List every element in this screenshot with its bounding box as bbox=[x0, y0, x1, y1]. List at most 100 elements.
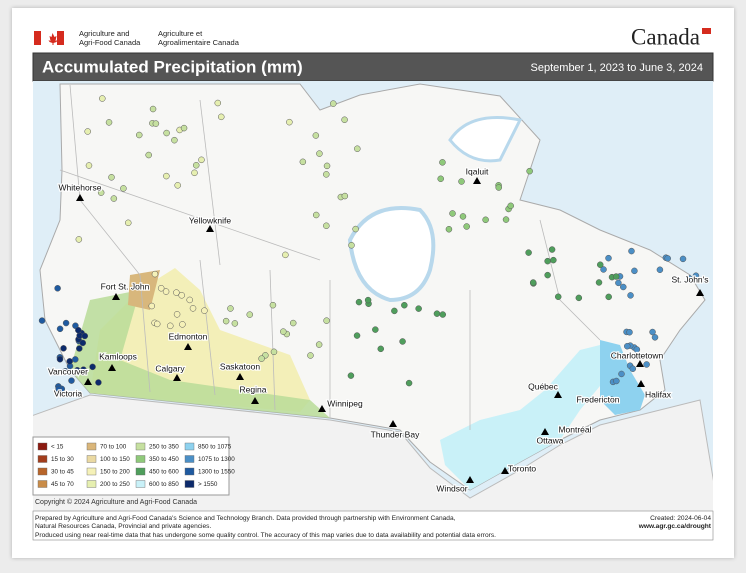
station-dot bbox=[162, 288, 170, 295]
station-dot bbox=[75, 236, 83, 243]
city-marker bbox=[173, 374, 181, 381]
station-dot bbox=[38, 317, 46, 324]
created-date: Created: 2024-06-04 bbox=[650, 515, 711, 522]
station-dot bbox=[151, 270, 159, 278]
station-dot bbox=[353, 332, 361, 339]
legend-label: 150 to 200 bbox=[100, 469, 130, 476]
dry-patch bbox=[128, 270, 160, 310]
city-label: Winnipeg bbox=[327, 398, 363, 408]
flag-bar bbox=[57, 31, 64, 45]
station-dot bbox=[56, 355, 64, 363]
legend-swatch bbox=[86, 442, 97, 451]
footer-box bbox=[32, 510, 714, 541]
station-dot bbox=[323, 162, 331, 170]
legend-label: 250 to 350 bbox=[149, 444, 179, 451]
station-dot bbox=[439, 311, 447, 318]
legend-label: 600 to 850 bbox=[149, 481, 179, 488]
legend-label: < 15 bbox=[51, 444, 64, 451]
legend-label: 450 to 600 bbox=[149, 469, 179, 476]
station-dot bbox=[153, 320, 161, 328]
legend-swatch bbox=[135, 467, 146, 476]
footer-line: Produced using near real-time data that … bbox=[35, 532, 496, 539]
station-dot bbox=[120, 185, 127, 192]
station-dot bbox=[105, 119, 113, 126]
legend-swatch bbox=[135, 480, 146, 488]
legend-swatch bbox=[135, 442, 146, 451]
station-dot bbox=[189, 305, 197, 312]
city-label: Kamloops bbox=[99, 351, 137, 361]
station-dot bbox=[679, 255, 687, 263]
city-label: Regina bbox=[240, 384, 267, 394]
city-label: Fredericton bbox=[577, 394, 620, 404]
station-dot bbox=[433, 310, 441, 317]
station-dot bbox=[173, 289, 180, 296]
station-dot bbox=[482, 216, 489, 224]
station-dot bbox=[463, 223, 470, 230]
station-dot bbox=[458, 178, 465, 185]
city-marker bbox=[501, 467, 509, 474]
city-label: Edmonton bbox=[169, 331, 208, 341]
station-dot bbox=[191, 169, 198, 177]
station-dot bbox=[62, 319, 70, 327]
station-dot bbox=[529, 279, 537, 286]
station-dot bbox=[613, 377, 620, 385]
station-dot bbox=[289, 319, 297, 327]
station-dot bbox=[312, 211, 320, 219]
legend: < 15 15 to 30 30 to 45 45 to 70 70 to 100 100… bbox=[32, 436, 235, 496]
station-dot bbox=[692, 272, 700, 279]
stations bbox=[38, 95, 700, 393]
station-dot bbox=[312, 132, 320, 139]
city-marker bbox=[473, 177, 481, 184]
map-period: September 1, 2023 to June 3, 2024 bbox=[531, 62, 703, 74]
legend-label: 100 to 150 bbox=[100, 456, 130, 463]
city-label: Iqaluit bbox=[466, 166, 489, 176]
station-dot bbox=[348, 242, 355, 249]
station-dot bbox=[399, 338, 406, 345]
station-dot bbox=[629, 365, 637, 372]
station-dot bbox=[605, 254, 612, 262]
station-dot bbox=[626, 328, 633, 336]
station-dot bbox=[125, 219, 132, 227]
legend-swatch bbox=[37, 467, 48, 476]
station-dot bbox=[110, 195, 118, 202]
station-dot bbox=[180, 124, 188, 132]
station-dot bbox=[341, 116, 348, 124]
station-dot bbox=[377, 345, 385, 353]
station-dot bbox=[148, 302, 156, 310]
legend-swatch bbox=[86, 480, 97, 488]
dept-fr: Agriculture et bbox=[158, 29, 203, 38]
station-dot bbox=[575, 294, 583, 302]
station-dot bbox=[627, 292, 634, 299]
legend-label: 200 to 250 bbox=[100, 481, 130, 488]
city-marker bbox=[554, 391, 562, 398]
station-dot bbox=[76, 345, 83, 352]
station-dot bbox=[633, 346, 641, 353]
station-dot bbox=[227, 305, 234, 312]
city-label: Victoria bbox=[54, 388, 82, 398]
dept-en: Agriculture and bbox=[79, 29, 129, 38]
city-marker bbox=[608, 396, 616, 403]
legend-label: 15 to 30 bbox=[51, 456, 74, 463]
station-dot bbox=[89, 363, 96, 371]
station-dot bbox=[62, 367, 69, 375]
dept-en: Agri-Food Canada bbox=[79, 38, 141, 47]
station-dot bbox=[316, 150, 323, 157]
city-label: Montréal bbox=[558, 424, 591, 434]
legend-label: 350 to 450 bbox=[149, 456, 179, 463]
city-label: Yellowknife bbox=[189, 215, 231, 225]
station-dot bbox=[79, 339, 87, 347]
city-marker bbox=[108, 364, 116, 371]
station-dot bbox=[149, 105, 157, 113]
station-dot bbox=[391, 307, 398, 315]
legend-swatch bbox=[37, 455, 48, 463]
station-dot bbox=[198, 156, 205, 164]
station-dot bbox=[171, 136, 178, 144]
station-dot bbox=[628, 247, 635, 255]
station-dot bbox=[525, 249, 532, 256]
station-dot bbox=[95, 379, 102, 386]
station-dot bbox=[612, 273, 620, 280]
station-dot bbox=[246, 311, 254, 318]
station-dot bbox=[280, 328, 287, 335]
city-marker bbox=[636, 360, 644, 367]
city-marker bbox=[112, 293, 120, 300]
